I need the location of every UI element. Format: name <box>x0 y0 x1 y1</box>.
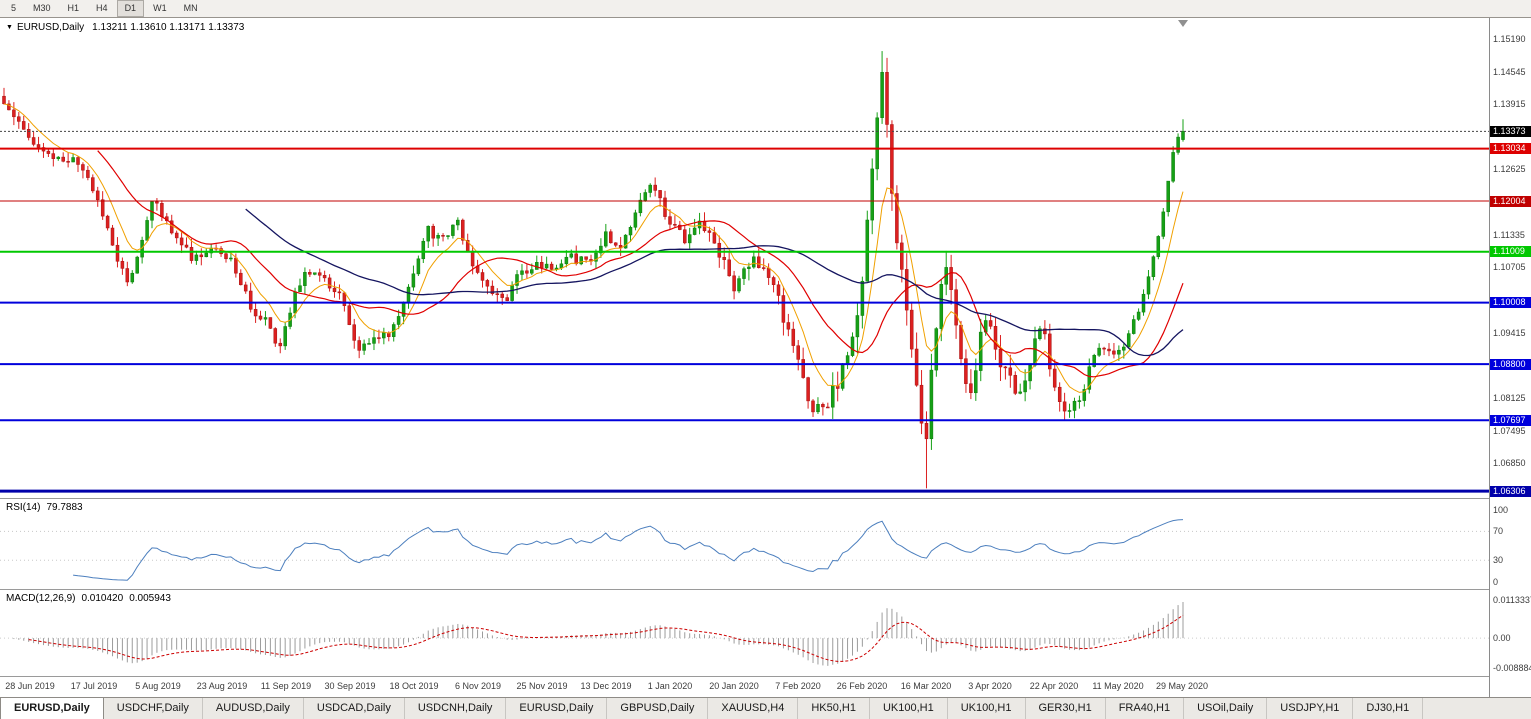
macd-scale-label: -0.0088848 <box>1493 663 1531 673</box>
macd-scale-label: 0.00 <box>1493 633 1511 644</box>
date-axis-label: 7 Feb 2020 <box>775 681 821 691</box>
macd-value-signal: 0.005943 <box>129 593 171 604</box>
date-axis-label: 3 Apr 2020 <box>968 681 1012 691</box>
macd-indicator-chart[interactable] <box>0 590 1489 676</box>
chart-tab-15[interactable]: DJ30,H1 <box>1353 698 1424 719</box>
panel-separator <box>0 589 1531 590</box>
date-axis-label: 6 Nov 2019 <box>454 681 502 691</box>
date-axis-label: 20 Jan 2020 <box>709 681 759 691</box>
price-level-badge: 1.11009 <box>1490 246 1531 258</box>
chart-ohlc-values: 1.13211 1.13610 1.13171 1.13373 <box>92 22 245 33</box>
chart-tab-13[interactable]: USOil,Daily <box>1184 698 1268 719</box>
chart-symbol-period: EURUSD,Daily <box>16 22 85 33</box>
macd-name: MACD(12,26,9) <box>6 593 76 604</box>
date-axis-label: 13 Dec 2019 <box>580 681 632 691</box>
date-axis-label: 1 Jan 2020 <box>647 681 693 691</box>
date-axis-label: 18 Oct 2019 <box>389 681 439 691</box>
price-axis-label: 1.06850 <box>1493 458 1526 469</box>
rsi-label: RSI(14) 79.7883 <box>6 502 89 513</box>
date-axis-label: 16 Mar 2020 <box>900 681 952 691</box>
panel-separator <box>0 498 1531 499</box>
chart-tab-4[interactable]: USDCNH,Daily <box>405 698 507 719</box>
timeframe-button-w1[interactable]: W1 <box>153 3 167 13</box>
chart-tab-3[interactable]: USDCAD,Daily <box>304 698 405 719</box>
date-axis-label: 5 Aug 2019 <box>135 681 181 691</box>
date-axis-label: 30 Sep 2019 <box>324 681 376 691</box>
price-level-badge: 1.13034 <box>1490 143 1531 155</box>
chart-tab-0[interactable]: EURUSD,Daily <box>0 698 104 719</box>
price-level-badge: 1.10008 <box>1490 297 1531 309</box>
macd-value-main: 0.010420 <box>81 593 124 604</box>
chart-tab-9[interactable]: UK100,H1 <box>870 698 948 719</box>
price-axis-label: 1.10705 <box>1493 262 1526 273</box>
price-axis-label: 1.12625 <box>1493 164 1526 175</box>
price-axis-label: 1.07495 <box>1493 425 1526 436</box>
chart-tab-10[interactable]: UK100,H1 <box>948 698 1026 719</box>
price-axis-label: 1.15190 <box>1493 33 1526 44</box>
price-axis-separator <box>1489 18 1490 697</box>
rsi-scale-label: 70 <box>1493 526 1504 537</box>
rsi-name: RSI(14) <box>6 502 41 513</box>
date-axis-label: 28 Jun 2019 <box>5 681 55 691</box>
chart-tab-14[interactable]: USDJPY,H1 <box>1267 698 1354 719</box>
timeframe-toolbar: 5 M30 H1 H4 D1 W1 MN <box>0 0 1531 18</box>
panel-separator <box>0 676 1531 677</box>
price-axis-label: 1.11335 <box>1493 230 1525 241</box>
chart-tabs-bar: EURUSD,Daily USDCHF,Daily AUDUSD,Daily USDC… <box>0 697 1531 719</box>
date-axis-label: 26 Feb 2020 <box>836 681 888 691</box>
price-level-badge: 1.06306 <box>1490 485 1531 497</box>
date-axis-label: 23 Aug 2019 <box>196 681 248 691</box>
chart-tab-11[interactable]: GER30,H1 <box>1026 698 1106 719</box>
rsi-scale-label: 0 <box>1493 576 1499 587</box>
rsi-scale-label: 100 <box>1493 504 1509 515</box>
price-level-badge: 1.12004 <box>1490 195 1531 207</box>
timeframe-button-h1[interactable]: H1 <box>67 3 80 13</box>
price-axis-label: 1.09415 <box>1493 327 1526 338</box>
price-level-badge: 1.07697 <box>1490 414 1531 426</box>
timeframe-button-d1[interactable]: D1 <box>116 0 145 17</box>
price-axis[interactable]: 1.15190 1.14545 1.13915 1.12625 1.11335 1.107… <box>1490 0 1531 697</box>
chart-tab-8[interactable]: HK50,H1 <box>798 698 870 719</box>
chart-tab-2[interactable]: AUDUSD,Daily <box>203 698 304 719</box>
price-axis-label: 1.14545 <box>1493 66 1526 77</box>
date-axis-label: 11 May 2020 <box>1092 681 1144 691</box>
timeframe-button-5[interactable]: 5 <box>11 3 17 13</box>
timeframe-button-m30[interactable]: M30 <box>33 3 51 13</box>
chart-tab-12[interactable]: FRA40,H1 <box>1106 698 1185 719</box>
chart-tab-5[interactable]: EURUSD,Daily <box>506 698 608 719</box>
date-axis-label: 22 Apr 2020 <box>1029 681 1079 691</box>
rsi-value: 79.7883 <box>46 502 83 513</box>
date-axis-label: 11 Sep 2019 <box>260 681 312 691</box>
chart-tab-7[interactable]: XAUUSD,H4 <box>708 698 799 719</box>
macd-scale-label: 0.0113337 <box>1493 595 1531 605</box>
price-axis-label: 1.08125 <box>1493 393 1526 404</box>
macd-label: MACD(12,26,9) 0.010420 0.005943 <box>6 593 177 604</box>
shift-marker-icon <box>1178 20 1188 27</box>
chart-title: ▼ EURUSD,Daily 1.13211 1.13610 1.13171 1.1… <box>6 22 244 33</box>
date-axis-label: 25 Nov 2019 <box>516 681 568 691</box>
rsi-scale-label: 30 <box>1493 555 1504 566</box>
price-level-badge: 1.08800 <box>1490 358 1531 370</box>
collapse-chart-icon[interactable]: ▼ <box>6 24 13 31</box>
rsi-indicator-chart[interactable] <box>0 499 1489 589</box>
price-axis-label: 1.13915 <box>1493 98 1526 109</box>
date-axis-label: 29 May 2020 <box>1155 681 1209 691</box>
timeframe-button-h4[interactable]: H4 <box>96 3 108 13</box>
bid-price-badge: 1.13373 <box>1490 125 1531 137</box>
chart-tab-1[interactable]: USDCHF,Daily <box>104 698 203 719</box>
main-price-chart[interactable] <box>0 18 1489 498</box>
timeframe-button-mn[interactable]: MN <box>183 3 198 13</box>
time-axis[interactable]: 28 Jun 2019 17 Jul 2019 5 Aug 2019 23 Aug 2… <box>0 677 1489 697</box>
chart-tab-6[interactable]: GBPUSD,Daily <box>607 698 709 719</box>
date-axis-label: 17 Jul 2019 <box>70 681 118 691</box>
